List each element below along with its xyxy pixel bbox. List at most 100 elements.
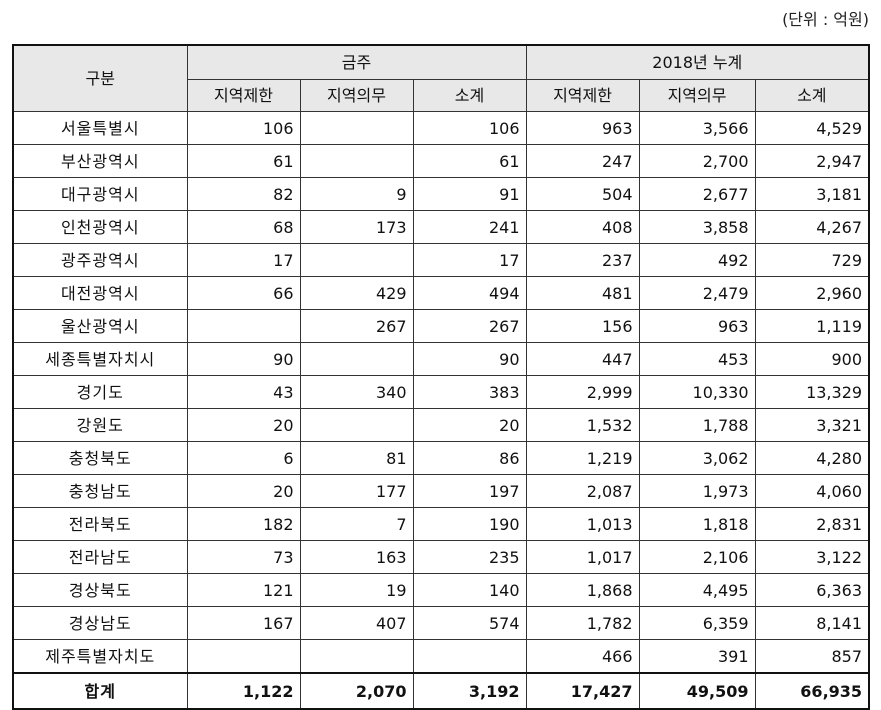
value-cell: 2,831 (754, 507, 870, 541)
value-cell: 574 (412, 606, 527, 640)
value-cell: 61 (186, 144, 301, 178)
region-cell: 충청북도 (12, 441, 188, 475)
region-cell: 광주광역시 (12, 243, 188, 277)
region-cell: 서울특별시 (12, 111, 188, 145)
region-cell: 부산광역시 (12, 144, 188, 178)
value-cell: 391 (638, 639, 756, 674)
value-cell: 235 (412, 540, 527, 574)
value-cell: 68 (186, 210, 301, 244)
value-cell: 2,479 (638, 276, 756, 310)
table-row: 전라남도 73 163 235 1,017 2,106 3,122 (12, 540, 870, 574)
value-cell: 729 (754, 243, 870, 277)
value-cell: 17 (186, 243, 301, 277)
value-cell: 1,119 (754, 309, 870, 343)
value-cell: 13,329 (754, 375, 870, 409)
value-cell: 466 (525, 639, 640, 674)
table-row: 광주광역시 17 17 237 492 729 (12, 243, 870, 277)
region-cell: 경상남도 (12, 606, 188, 640)
value-cell: 20 (186, 408, 301, 442)
value-cell (412, 639, 527, 674)
region-cell: 충청남도 (12, 474, 188, 508)
value-cell: 408 (525, 210, 640, 244)
value-cell: 106 (412, 111, 527, 145)
region-cell: 대구광역시 (12, 177, 188, 211)
value-cell: 429 (299, 276, 414, 310)
region-cell: 경상북도 (12, 573, 188, 607)
value-cell: 3,062 (638, 441, 756, 475)
value-cell: 121 (186, 573, 301, 607)
value-cell: 504 (525, 177, 640, 211)
value-cell: 900 (754, 342, 870, 376)
header-col: 소계 (754, 79, 870, 112)
value-cell: 407 (299, 606, 414, 640)
value-cell: 90 (186, 342, 301, 376)
table-row: 충청북도 6 81 86 1,219 3,062 4,280 (12, 441, 870, 475)
region-cell: 울산광역시 (12, 309, 188, 343)
value-cell: 1,782 (525, 606, 640, 640)
value-cell: 1,532 (525, 408, 640, 442)
value-cell: 1,122 (186, 672, 301, 710)
value-cell (299, 243, 414, 277)
value-cell: 492 (638, 243, 756, 277)
table-row: 강원도 20 20 1,532 1,788 3,321 (12, 408, 870, 442)
table-row: 대전광역시 66 429 494 481 2,479 2,960 (12, 276, 870, 310)
value-cell: 106 (186, 111, 301, 145)
value-cell: 6,359 (638, 606, 756, 640)
value-cell: 20 (186, 474, 301, 508)
table-row: 세종특별자치시 90 90 447 453 900 (12, 342, 870, 376)
value-cell: 857 (754, 639, 870, 674)
value-cell: 2,087 (525, 474, 640, 508)
value-cell: 43 (186, 375, 301, 409)
value-cell: 267 (412, 309, 527, 343)
value-cell: 3,192 (412, 672, 527, 710)
value-cell (299, 342, 414, 376)
value-cell: 241 (412, 210, 527, 244)
table-row: 대구광역시 82 9 91 504 2,677 3,181 (12, 177, 870, 211)
value-cell: 197 (412, 474, 527, 508)
bid-table: 구분 금주 2018년 누계 지역제한 지역의무 소계 지역제한 지역의무 소계… (12, 44, 871, 710)
value-cell: 182 (186, 507, 301, 541)
value-cell: 1,017 (525, 540, 640, 574)
value-cell: 247 (525, 144, 640, 178)
value-cell: 1,973 (638, 474, 756, 508)
value-cell: 3,321 (754, 408, 870, 442)
value-cell: 1,818 (638, 507, 756, 541)
value-cell: 4,060 (754, 474, 870, 508)
header-group-current: 금주 (186, 44, 527, 80)
value-cell: 963 (638, 309, 756, 343)
value-cell: 383 (412, 375, 527, 409)
table-row: 제주특별자치도 466 391 857 (12, 639, 870, 674)
value-cell: 167 (186, 606, 301, 640)
region-cell: 강원도 (12, 408, 188, 442)
table-row: 전라북도 182 7 190 1,013 1,818 2,831 (12, 507, 870, 541)
value-cell: 9 (299, 177, 414, 211)
value-cell: 91 (412, 177, 527, 211)
value-cell: 49,509 (638, 672, 756, 710)
unit-label: (단위 : 억원) (782, 10, 869, 29)
value-cell (299, 408, 414, 442)
header-col: 소계 (412, 79, 527, 112)
value-cell: 237 (525, 243, 640, 277)
value-cell: 156 (525, 309, 640, 343)
value-cell: 2,700 (638, 144, 756, 178)
table-row: 경상남도 167 407 574 1,782 6,359 8,141 (12, 606, 870, 640)
value-cell: 73 (186, 540, 301, 574)
value-cell: 61 (412, 144, 527, 178)
region-cell: 합계 (12, 672, 188, 710)
value-cell (186, 309, 301, 343)
value-cell: 4,529 (754, 111, 870, 145)
header-col: 지역의무 (299, 79, 414, 112)
table-row: 부산광역시 61 61 247 2,700 2,947 (12, 144, 870, 178)
region-cell: 전라남도 (12, 540, 188, 574)
table-row: 경기도 43 340 383 2,999 10,330 13,329 (12, 375, 870, 409)
value-cell: 163 (299, 540, 414, 574)
value-cell: 453 (638, 342, 756, 376)
value-cell: 10,330 (638, 375, 756, 409)
value-cell: 3,181 (754, 177, 870, 211)
value-cell: 177 (299, 474, 414, 508)
value-cell: 3,122 (754, 540, 870, 574)
value-cell: 82 (186, 177, 301, 211)
value-cell: 17,427 (525, 672, 640, 710)
header-col: 지역제한 (525, 79, 640, 112)
table-row: 인천광역시 68 173 241 408 3,858 4,267 (12, 210, 870, 244)
